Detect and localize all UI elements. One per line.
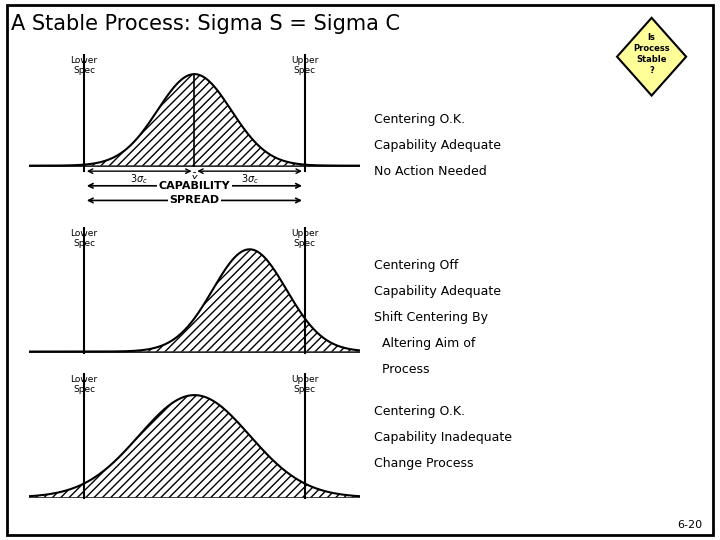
Text: Centering O.K.: Centering O.K.	[374, 113, 465, 126]
FancyBboxPatch shape	[7, 5, 713, 535]
Text: A Stable Process: Sigma S = Sigma C: A Stable Process: Sigma S = Sigma C	[11, 14, 400, 33]
Text: $\bar{X}$: $\bar{X}$	[190, 172, 199, 186]
Text: SPREAD: SPREAD	[169, 195, 220, 205]
Text: $3\sigma_c$: $3\sigma_c$	[240, 172, 258, 186]
Text: Altering Aim of: Altering Aim of	[374, 337, 476, 350]
Text: No Action Needed: No Action Needed	[374, 165, 487, 178]
Text: Centering O.K.: Centering O.K.	[374, 405, 465, 418]
Text: $3\sigma_c$: $3\sigma_c$	[130, 172, 148, 186]
Text: CAPABILITY: CAPABILITY	[158, 181, 230, 191]
Text: Lower
Spec: Lower Spec	[71, 230, 98, 248]
Text: Is
Process
Stable
?: Is Process Stable ?	[634, 33, 670, 75]
Text: Capability Inadequate: Capability Inadequate	[374, 431, 513, 444]
Text: Change Process: Change Process	[374, 457, 474, 470]
Text: Centering Off: Centering Off	[374, 259, 459, 272]
Text: Upper
Spec: Upper Spec	[291, 56, 318, 75]
Text: 6-20: 6-20	[677, 520, 702, 530]
Text: Lower
Spec: Lower Spec	[71, 375, 98, 394]
Text: Process: Process	[374, 363, 430, 376]
Text: Upper
Spec: Upper Spec	[291, 230, 318, 248]
Text: Capability Adequate: Capability Adequate	[374, 139, 501, 152]
Text: Capability Adequate: Capability Adequate	[374, 285, 501, 298]
Polygon shape	[617, 18, 686, 96]
Text: Upper
Spec: Upper Spec	[291, 375, 318, 394]
Text: Lower
Spec: Lower Spec	[71, 56, 98, 75]
Text: Shift Centering By: Shift Centering By	[374, 311, 488, 324]
